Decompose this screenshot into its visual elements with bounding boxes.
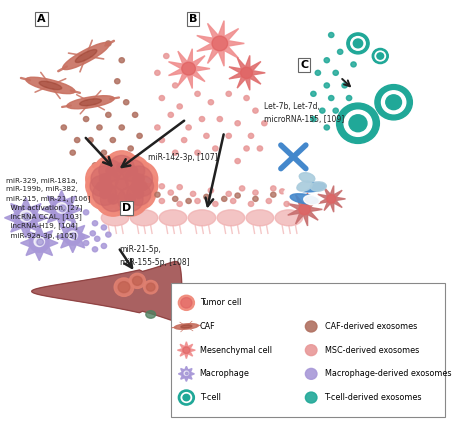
Circle shape bbox=[51, 200, 72, 219]
Circle shape bbox=[181, 297, 192, 308]
Text: miR-21-5p,
miR-155-5p, [108]: miR-21-5p, miR-155-5p, [108] bbox=[119, 245, 189, 266]
Circle shape bbox=[375, 51, 385, 61]
Circle shape bbox=[121, 160, 145, 182]
Circle shape bbox=[208, 100, 214, 105]
Circle shape bbox=[271, 186, 276, 191]
Circle shape bbox=[97, 182, 105, 190]
Text: miR-142-3p, [107]: miR-142-3p, [107] bbox=[148, 153, 218, 162]
Circle shape bbox=[106, 169, 138, 199]
Circle shape bbox=[132, 113, 138, 117]
Circle shape bbox=[183, 394, 190, 401]
Ellipse shape bbox=[159, 210, 187, 226]
Circle shape bbox=[97, 125, 102, 130]
Circle shape bbox=[349, 115, 367, 132]
Circle shape bbox=[226, 91, 231, 96]
Circle shape bbox=[71, 233, 77, 239]
Circle shape bbox=[155, 125, 160, 130]
Circle shape bbox=[20, 211, 32, 222]
Ellipse shape bbox=[75, 49, 97, 63]
Circle shape bbox=[128, 172, 158, 200]
Circle shape bbox=[115, 79, 120, 84]
Text: miR-329, miR-181a,
miR-199b, miR-382,
miR-215, miR-21, [106]
  Wnt activation, [: miR-329, miR-181a, miR-199b, miR-382, mi… bbox=[6, 178, 90, 239]
Circle shape bbox=[106, 232, 111, 237]
Circle shape bbox=[305, 321, 317, 332]
Circle shape bbox=[305, 345, 317, 356]
Circle shape bbox=[315, 70, 320, 75]
Circle shape bbox=[88, 137, 93, 143]
Circle shape bbox=[101, 150, 107, 155]
Circle shape bbox=[337, 49, 343, 54]
Circle shape bbox=[226, 133, 231, 138]
Circle shape bbox=[37, 239, 44, 245]
Text: CAF-derived exosomes: CAF-derived exosomes bbox=[325, 322, 417, 331]
Circle shape bbox=[155, 70, 160, 75]
Circle shape bbox=[375, 85, 412, 120]
Circle shape bbox=[235, 121, 240, 126]
Circle shape bbox=[124, 171, 129, 176]
Ellipse shape bbox=[39, 81, 62, 90]
Text: Mesenchymal cell: Mesenchymal cell bbox=[200, 346, 272, 354]
Circle shape bbox=[337, 103, 379, 143]
Ellipse shape bbox=[286, 170, 314, 181]
Circle shape bbox=[178, 390, 194, 405]
Circle shape bbox=[146, 283, 155, 291]
Ellipse shape bbox=[188, 210, 216, 226]
Text: C: C bbox=[300, 60, 308, 70]
Circle shape bbox=[116, 179, 128, 190]
Circle shape bbox=[124, 100, 129, 105]
Ellipse shape bbox=[101, 210, 129, 226]
Circle shape bbox=[146, 178, 151, 182]
Circle shape bbox=[183, 347, 190, 354]
Circle shape bbox=[92, 163, 98, 168]
Ellipse shape bbox=[275, 210, 303, 226]
Ellipse shape bbox=[310, 182, 326, 191]
Circle shape bbox=[117, 156, 149, 186]
Circle shape bbox=[235, 193, 240, 198]
Circle shape bbox=[173, 83, 178, 88]
Circle shape bbox=[144, 280, 158, 294]
Circle shape bbox=[353, 39, 363, 48]
Circle shape bbox=[168, 190, 173, 195]
Circle shape bbox=[386, 95, 401, 110]
Circle shape bbox=[213, 146, 218, 151]
Circle shape bbox=[100, 187, 126, 212]
Circle shape bbox=[118, 187, 143, 212]
Circle shape bbox=[271, 192, 276, 197]
Polygon shape bbox=[318, 186, 346, 212]
Circle shape bbox=[137, 133, 142, 138]
Circle shape bbox=[88, 178, 121, 210]
Circle shape bbox=[92, 183, 117, 205]
Circle shape bbox=[186, 125, 191, 130]
Ellipse shape bbox=[297, 181, 312, 191]
Polygon shape bbox=[197, 21, 244, 66]
Circle shape bbox=[122, 178, 155, 210]
Circle shape bbox=[95, 183, 131, 216]
Ellipse shape bbox=[67, 96, 114, 109]
Circle shape bbox=[244, 96, 249, 101]
Circle shape bbox=[239, 186, 245, 191]
Circle shape bbox=[101, 244, 107, 248]
Circle shape bbox=[266, 198, 272, 203]
Polygon shape bbox=[178, 366, 194, 382]
Circle shape bbox=[382, 91, 406, 114]
Text: Let-7b, Let-7d,
microRNA-155, [109]: Let-7b, Let-7d, microRNA-155, [109] bbox=[264, 102, 345, 124]
Text: MSC-derived exosomes: MSC-derived exosomes bbox=[325, 346, 419, 354]
Circle shape bbox=[92, 221, 98, 226]
Circle shape bbox=[319, 108, 325, 113]
Polygon shape bbox=[177, 342, 195, 359]
Circle shape bbox=[328, 33, 334, 38]
Circle shape bbox=[99, 160, 122, 182]
Circle shape bbox=[173, 150, 178, 155]
Polygon shape bbox=[42, 190, 82, 228]
Circle shape bbox=[134, 190, 144, 198]
Circle shape bbox=[204, 194, 209, 199]
Ellipse shape bbox=[304, 195, 319, 205]
Ellipse shape bbox=[181, 325, 192, 328]
Circle shape bbox=[346, 96, 352, 101]
Circle shape bbox=[15, 207, 37, 228]
Circle shape bbox=[92, 247, 98, 252]
Circle shape bbox=[119, 58, 124, 63]
Circle shape bbox=[182, 137, 187, 143]
Circle shape bbox=[112, 183, 148, 216]
Circle shape bbox=[132, 176, 154, 196]
